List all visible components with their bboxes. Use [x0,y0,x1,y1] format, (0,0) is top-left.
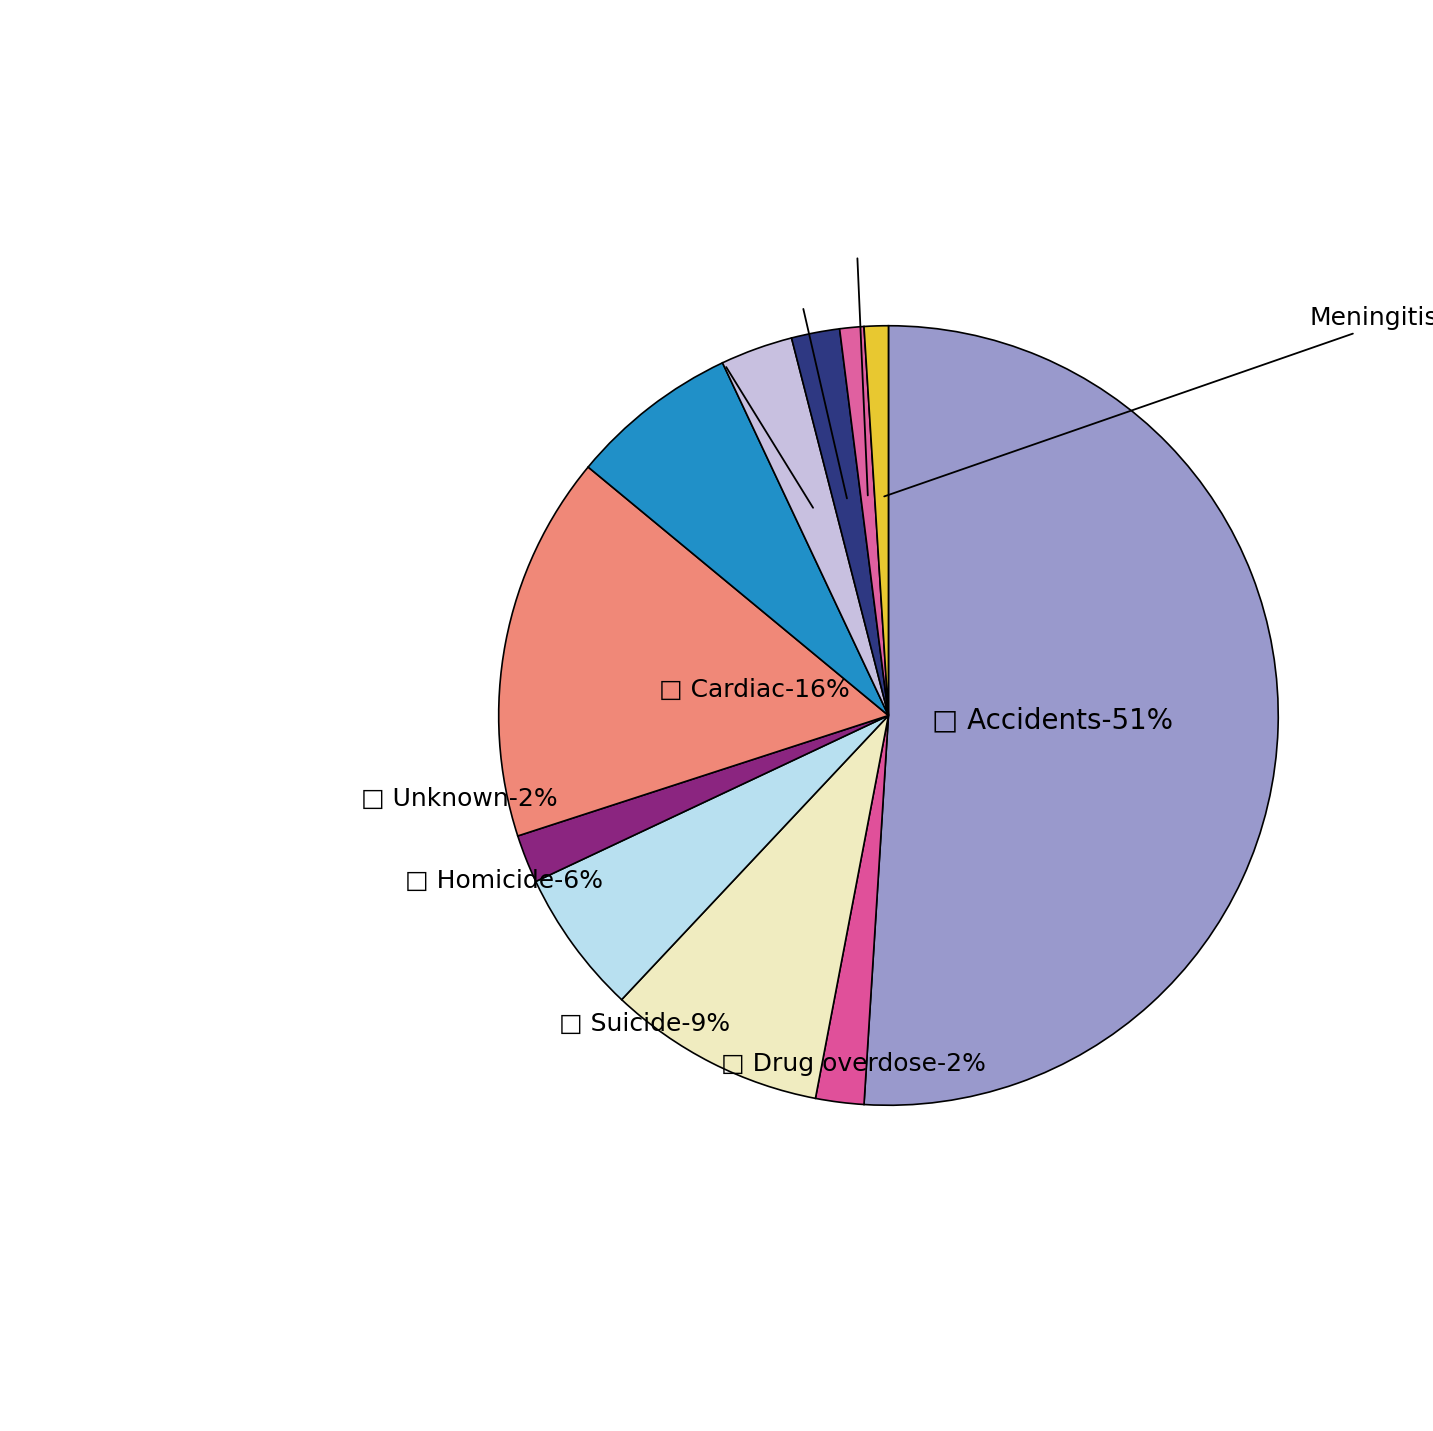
Text: □ Suicide-9%: □ Suicide-9% [559,1012,729,1036]
Wedge shape [864,326,1278,1105]
Wedge shape [536,716,888,1000]
Text: □ Drug overdose-2%: □ Drug overdose-2% [721,1052,986,1076]
Text: Meningitis-1%: Meningitis-1% [884,306,1433,497]
Wedge shape [815,716,888,1105]
Wedge shape [791,329,888,716]
Wedge shape [588,363,888,716]
Wedge shape [864,326,888,716]
Text: □ Unknown-2%: □ Unknown-2% [361,787,557,811]
Wedge shape [517,716,888,881]
Wedge shape [622,716,888,1099]
Wedge shape [722,338,888,716]
Text: □ Homicide-6%: □ Homicide-6% [406,869,603,893]
Wedge shape [499,467,888,836]
Text: □ Accidents-51%: □ Accidents-51% [931,707,1172,734]
Wedge shape [840,326,888,716]
Text: □ Cardiac-16%: □ Cardiac-16% [659,678,850,703]
